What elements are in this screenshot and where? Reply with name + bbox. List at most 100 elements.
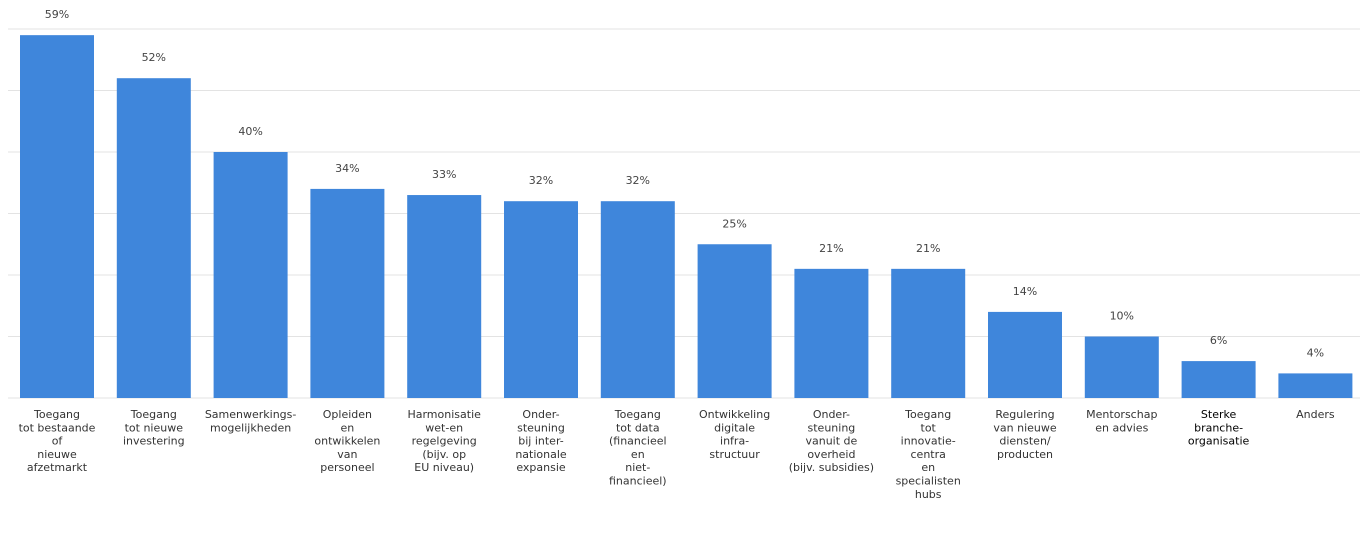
value-label: 32% xyxy=(626,174,650,187)
category-label-line: tot bestaande xyxy=(19,421,96,434)
bar xyxy=(1278,373,1353,398)
category-label-line: (financieel xyxy=(609,435,667,448)
value-label: 4% xyxy=(1307,346,1324,359)
category-label-line: financieel) xyxy=(609,475,667,488)
category-label: Opleiden en ontwikkelen van personeel xyxy=(314,408,380,474)
category-label-line: (bijv. subsidies) xyxy=(789,461,874,474)
category-label: Sterke branche-organisatie xyxy=(1188,408,1250,448)
category-label-line: infra- xyxy=(720,435,749,448)
category-label: Onder-steuning vanuit de overheid (bijv. su… xyxy=(789,408,874,474)
bar xyxy=(1181,361,1256,398)
category-label-line: structuur xyxy=(709,448,760,461)
category-label-line: EU niveau) xyxy=(414,461,474,474)
category-label-line: hubs xyxy=(915,488,942,501)
category-label-line: of xyxy=(52,435,64,448)
category-label-line: investering xyxy=(123,435,185,448)
category-label-line: tot xyxy=(921,421,937,434)
category-label-line: en xyxy=(921,461,935,474)
category-label-line: Opleiden xyxy=(323,408,372,421)
category-label-line: overheid xyxy=(807,448,855,461)
category-label-line: en xyxy=(341,421,355,434)
value-label: 32% xyxy=(529,174,553,187)
value-label: 14% xyxy=(1013,285,1037,298)
category-label-line: nationale xyxy=(515,448,567,461)
category-label-line: Samenwerkings- xyxy=(205,408,297,421)
category-label: Samenwerkings-mogelijkheden xyxy=(205,408,297,434)
category-label-line: specialisten xyxy=(896,475,961,488)
category-label-line: bij inter- xyxy=(518,435,564,448)
category-label-line: afzetmarkt xyxy=(27,461,88,474)
category-label-line: Sterke xyxy=(1201,408,1237,421)
category-label-line: regelgeving xyxy=(412,435,477,448)
category-label: Toegang tot innovatie-centra en specialisten… xyxy=(896,408,961,501)
category-label: Ontwikkeling digitale infra-structuur xyxy=(699,408,770,461)
bar xyxy=(20,35,94,399)
category-label: Toegang tot bestaande of nieuwe afzetmarkt xyxy=(19,408,96,474)
category-label-line: nieuwe xyxy=(37,448,77,461)
category-label: Toegang tot data (financieel en niet-financi… xyxy=(609,408,667,488)
category-label-line: Toegang xyxy=(33,408,80,421)
category-label-line: wet-en xyxy=(425,421,463,434)
value-label: 25% xyxy=(722,217,746,230)
category-label-line: producten xyxy=(997,448,1053,461)
bar xyxy=(504,201,578,398)
category-label-line: steuning xyxy=(517,421,565,434)
category-label-line: expansie xyxy=(516,461,566,474)
category-label: Anders xyxy=(1296,408,1335,421)
category-label-line: van nieuwe xyxy=(993,421,1056,434)
value-label: 40% xyxy=(238,125,262,138)
category-label: Mentorschap en advies xyxy=(1086,408,1157,434)
category-label-line: Toegang xyxy=(130,408,177,421)
category-label-line: personeel xyxy=(320,461,374,474)
bar xyxy=(407,195,482,398)
category-label-line: Toegang xyxy=(614,408,661,421)
category-label-line: branche- xyxy=(1194,421,1243,434)
category-label-line: Ontwikkeling xyxy=(699,408,770,421)
category-label-line: tot data xyxy=(616,421,660,434)
bar xyxy=(213,152,288,398)
value-label: 52% xyxy=(142,51,166,64)
category-label-line: innovatie- xyxy=(901,435,956,448)
bar xyxy=(1084,336,1159,398)
category-label-line: en xyxy=(631,448,645,461)
category-label-line: en advies xyxy=(1095,421,1148,434)
value-label: 34% xyxy=(335,162,359,175)
category-label-line: organisatie xyxy=(1188,435,1250,448)
value-label: 10% xyxy=(1110,310,1134,323)
category-label-line: Anders xyxy=(1296,408,1335,421)
bar xyxy=(988,311,1062,398)
category-label: Regulering van nieuwe diensten/producten xyxy=(993,408,1056,461)
value-label: 59% xyxy=(45,8,69,21)
category-label-line: Onder- xyxy=(522,408,559,421)
category-label-line: niet- xyxy=(625,461,650,474)
category-labels: Toegang tot bestaande of nieuwe afzetmarktTo… xyxy=(19,408,1335,501)
category-label-line: Toegang xyxy=(904,408,951,421)
bar xyxy=(310,188,385,398)
category-label-line: diensten/ xyxy=(999,435,1051,448)
value-label: 33% xyxy=(432,168,456,181)
category-label-line: centra xyxy=(911,448,946,461)
category-label-line: digitale xyxy=(714,421,755,434)
category-label: Onder-steuning bij inter-nationale expansi… xyxy=(515,408,567,474)
category-label-line: Harmonisatie xyxy=(407,408,481,421)
category-label-line: Onder- xyxy=(813,408,850,421)
category-label-line: steuning xyxy=(808,421,856,434)
category-label-line: (bijv. op xyxy=(422,448,466,461)
category-label: Harmonisatie wet-en regelgeving (bijv. op EU… xyxy=(407,408,481,474)
category-label-line: tot nieuwe xyxy=(125,421,184,434)
value-label: 6% xyxy=(1210,334,1227,347)
bar xyxy=(794,268,869,398)
bar xyxy=(600,201,675,398)
value-labels: 59% 52% 40% 34% 33% 32% 32% 25% 21% 21% 14% 10% 6% 4% xyxy=(45,8,1324,359)
value-label: 21% xyxy=(916,242,940,255)
category-label-line: Mentorschap xyxy=(1086,408,1157,421)
bars xyxy=(20,35,1353,399)
category-label: Toegang tot nieuwe investering xyxy=(123,408,185,448)
bar xyxy=(116,78,191,398)
category-label-line: Regulering xyxy=(995,408,1054,421)
bar xyxy=(891,268,966,398)
category-label-line: ontwikkelen xyxy=(314,435,380,448)
category-label-line: vanuit de xyxy=(805,435,857,448)
category-label-line: mogelijkheden xyxy=(210,421,291,434)
